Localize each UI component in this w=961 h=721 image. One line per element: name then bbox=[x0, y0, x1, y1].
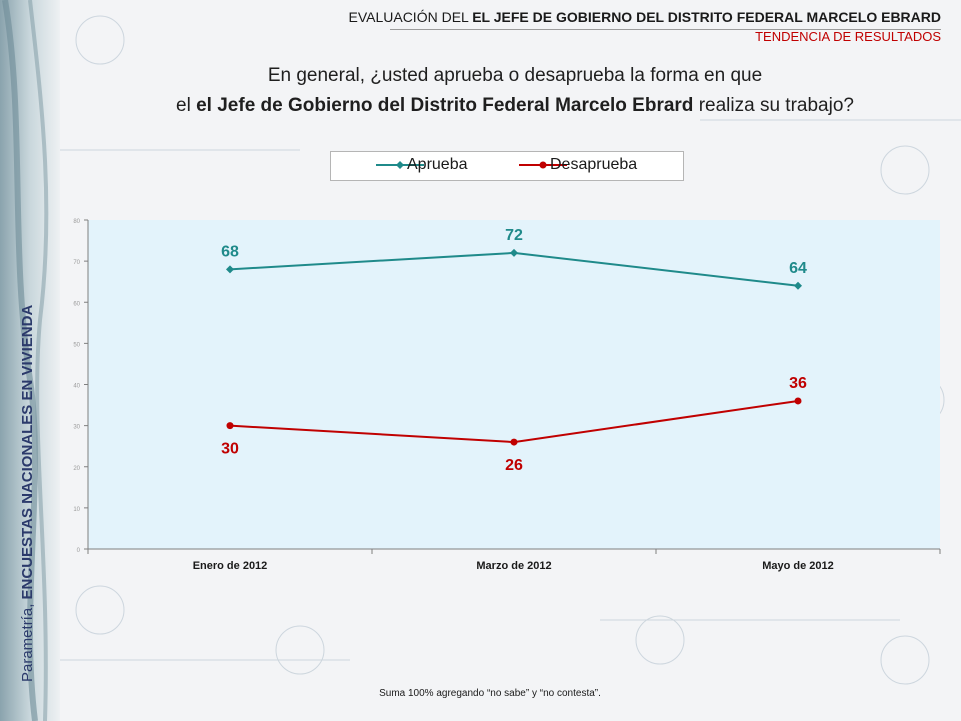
question-line-2-suffix: realiza su trabajo? bbox=[698, 95, 854, 116]
data-point-aprueba bbox=[226, 265, 234, 274]
x-tick-label: Marzo de 2012 bbox=[476, 560, 551, 572]
legend-marker-desaprueba bbox=[519, 161, 567, 169]
header-divider bbox=[390, 29, 941, 30]
y-tick-label: 80 bbox=[73, 219, 80, 225]
data-point-desaprueba bbox=[510, 438, 518, 446]
side-label-prefix: Parametría, bbox=[19, 603, 36, 682]
y-tick-label: 10 bbox=[73, 507, 80, 513]
plot-area bbox=[88, 220, 940, 549]
y-tick-label: 50 bbox=[73, 342, 80, 348]
header-title: EVALUACIÓN DEL EL JEFE DE GOBIERNO DEL D… bbox=[348, 9, 941, 25]
y-tick-label: 20 bbox=[73, 466, 80, 472]
data-label-desaprueba: 30 bbox=[221, 441, 239, 458]
side-label-bold: ENCUESTAS NACIONALES EN VIVIENDA bbox=[19, 304, 36, 600]
chart-legend: Aprueba Desaprueba bbox=[330, 151, 684, 181]
question-line-2-prefix: el bbox=[176, 95, 191, 116]
header-title-prefix: EVALUACIÓN DEL bbox=[348, 9, 469, 25]
data-label-aprueba: 72 bbox=[505, 227, 523, 244]
data-label-aprueba: 68 bbox=[221, 243, 239, 260]
y-tick-label: 30 bbox=[73, 425, 80, 431]
legend-label-aprueba: Aprueba bbox=[407, 156, 468, 173]
header-subtitle: TENDENCIA DE RESULTADOS bbox=[755, 29, 941, 44]
y-tick-label: 0 bbox=[77, 548, 81, 554]
y-tick-label: 40 bbox=[73, 384, 80, 390]
data-point-desaprueba bbox=[226, 422, 234, 430]
y-tick-label: 60 bbox=[73, 301, 80, 307]
side-label: Parametría, ENCUESTAS NACIONALES EN VIVI… bbox=[19, 305, 36, 682]
data-point-aprueba bbox=[794, 281, 802, 290]
survey-question: En general, ¿usted aprueba o desaprueba … bbox=[140, 61, 890, 121]
header-title-bold: EL JEFE DE GOBIERNO DEL DISTRITO FEDERAL… bbox=[472, 9, 941, 25]
question-line-2-bold: el Jefe de Gobierno del Distrito Federal… bbox=[196, 95, 694, 116]
legend-marker-aprueba bbox=[376, 161, 424, 169]
y-tick-label: 70 bbox=[73, 260, 80, 266]
footnote: Suma 100% agregando “no sabe” y “no cont… bbox=[379, 688, 601, 699]
data-point-desaprueba bbox=[794, 397, 802, 405]
question-line-2: el el Jefe de Gobierno del Distrito Fede… bbox=[140, 91, 890, 121]
data-point-aprueba bbox=[510, 248, 518, 257]
x-tick-label: Enero de 2012 bbox=[193, 560, 268, 572]
legend-label-desaprueba: Desaprueba bbox=[550, 156, 638, 173]
data-label-desaprueba: 36 bbox=[789, 375, 807, 392]
x-tick-label: Mayo de 2012 bbox=[762, 560, 834, 572]
data-label-desaprueba: 26 bbox=[505, 457, 523, 474]
data-label-aprueba: 64 bbox=[789, 260, 807, 277]
question-line-1: En general, ¿usted aprueba o desaprueba … bbox=[267, 65, 763, 86]
